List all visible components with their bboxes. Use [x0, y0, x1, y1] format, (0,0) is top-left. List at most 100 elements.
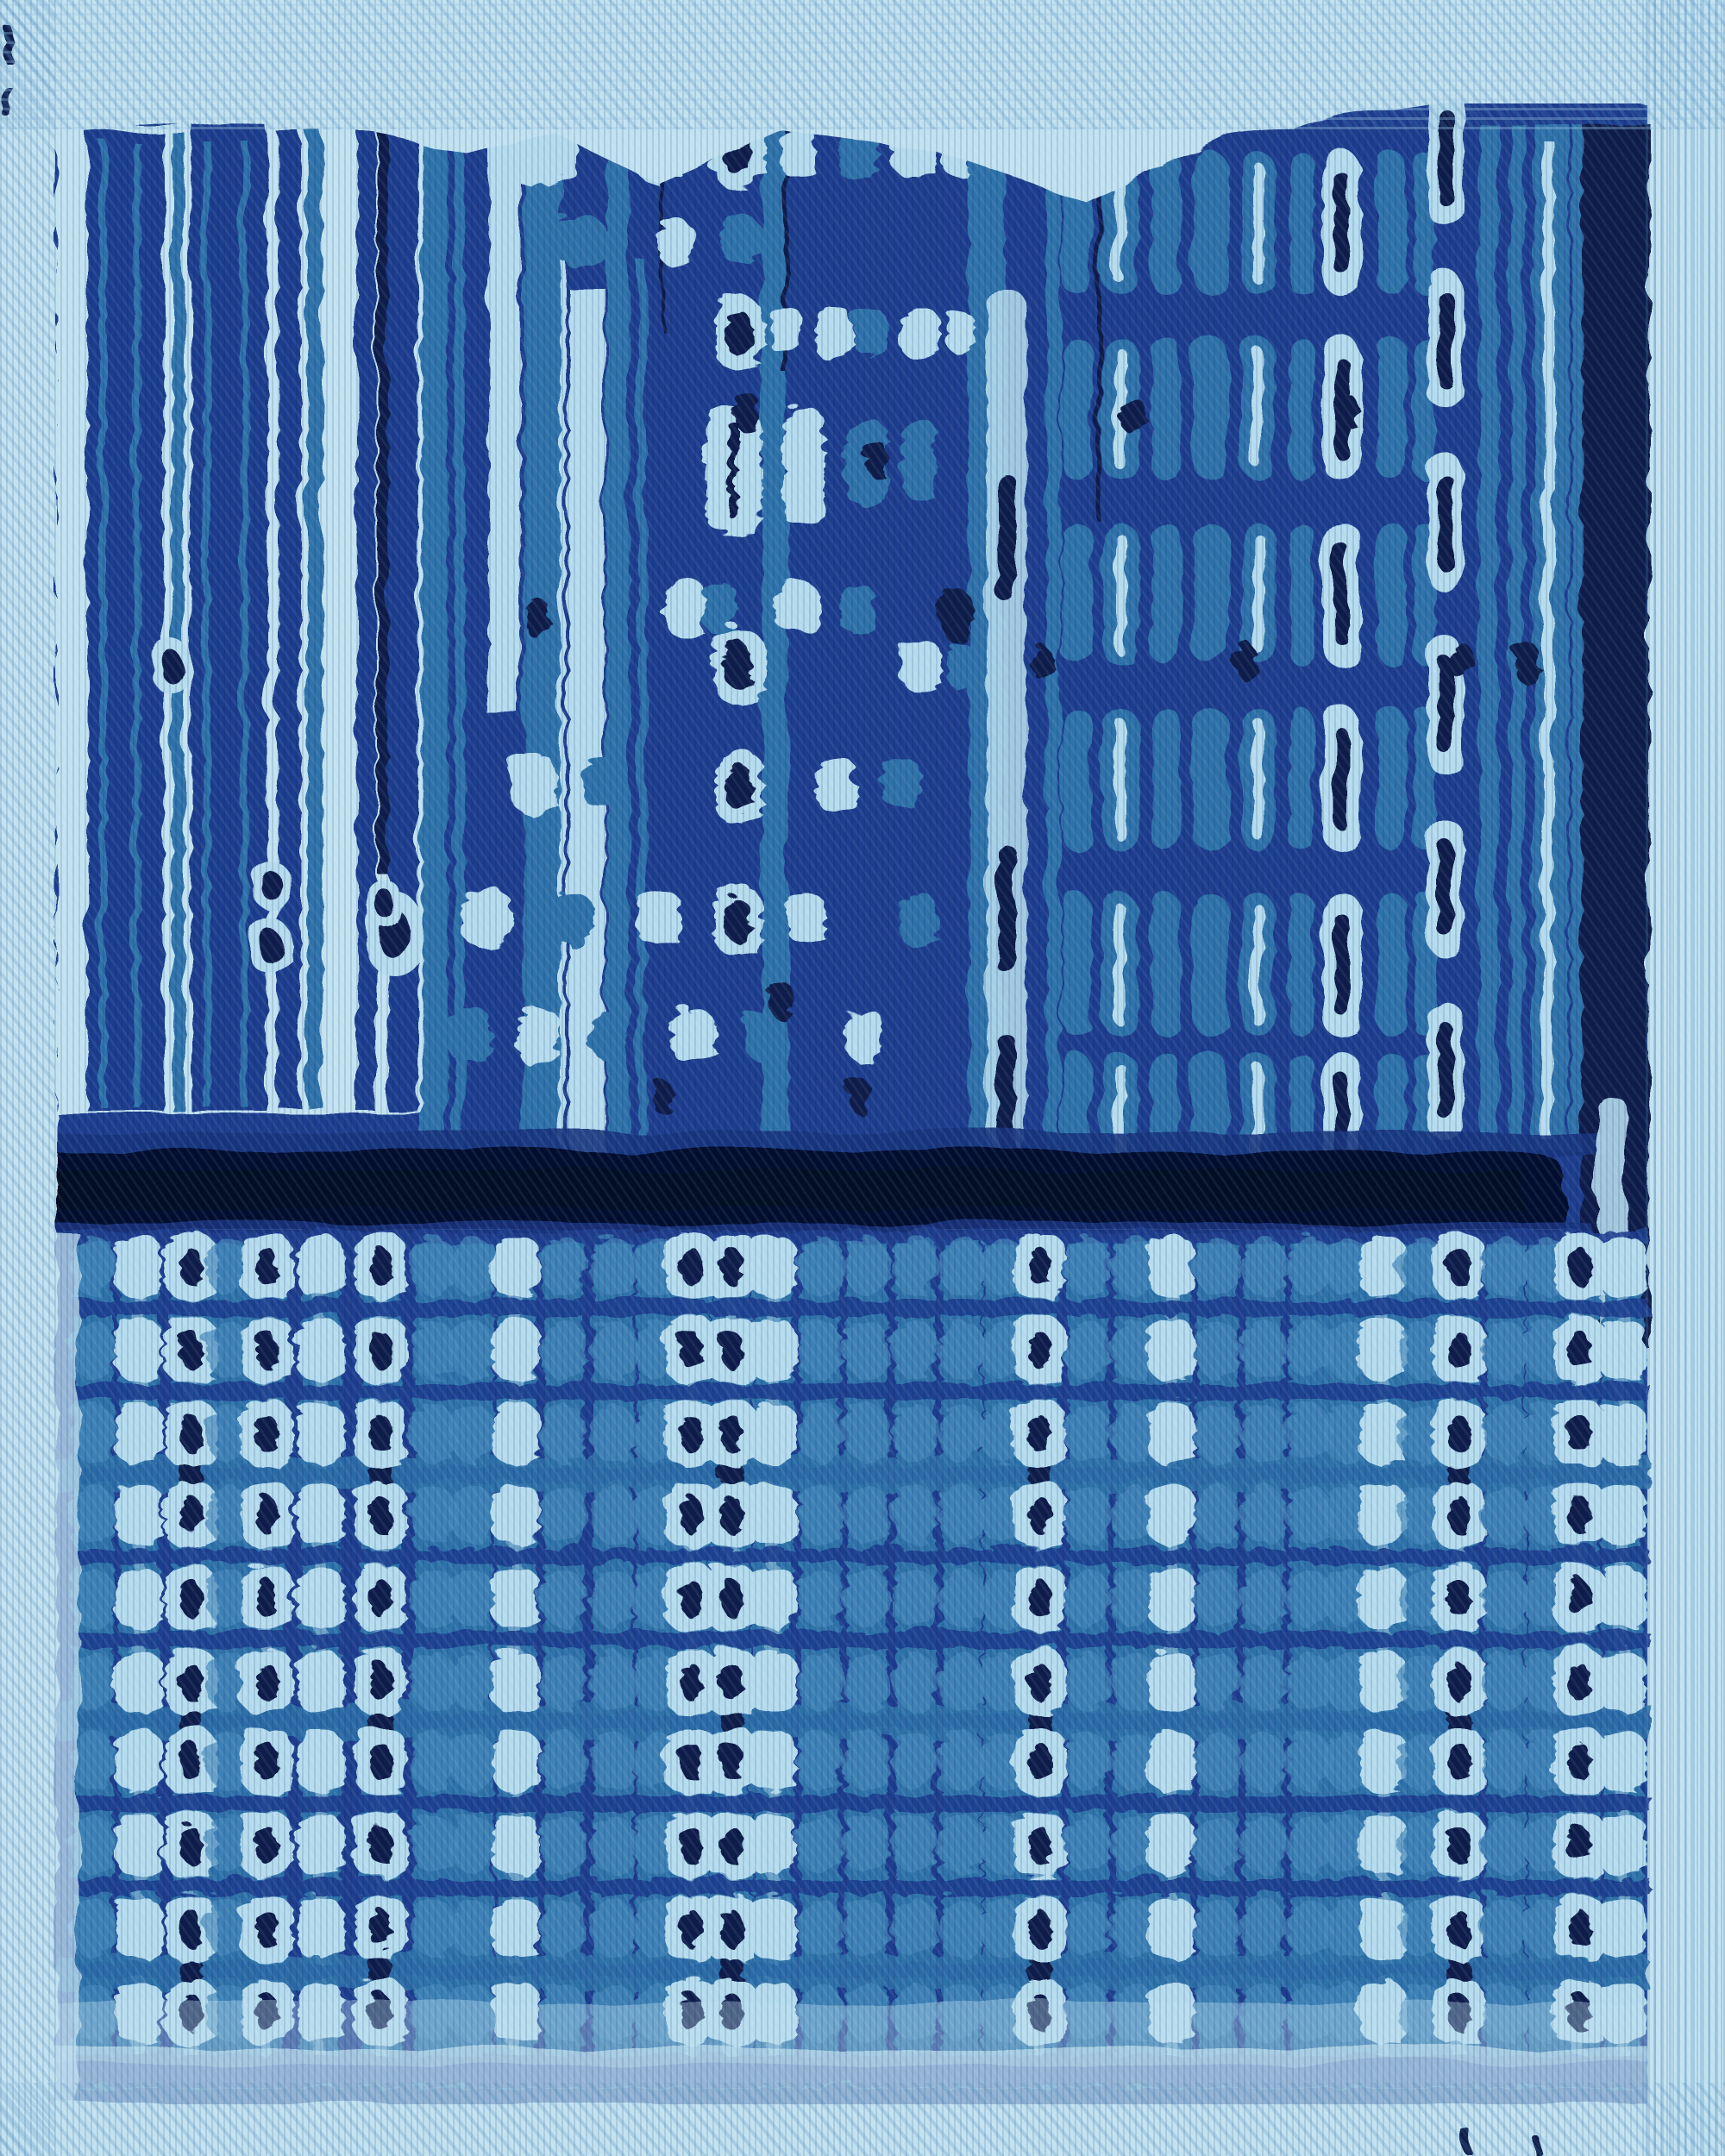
- blob: [894, 890, 934, 942]
- bead-light: [294, 1728, 341, 1789]
- bead-navy-core: [367, 1493, 389, 1531]
- bead-navy-core: [1565, 1739, 1588, 1777]
- bead-navy-core: [253, 1823, 275, 1861]
- bead-medium: [1283, 1729, 1330, 1788]
- bead-light: [294, 1812, 341, 1872]
- bead-medium: [1062, 1813, 1108, 1871]
- bead-medium: [841, 1234, 888, 1293]
- bead-light: [490, 1649, 536, 1709]
- row-separator: [53, 1381, 1647, 1397]
- bead-medium: [408, 1401, 455, 1460]
- blob: [587, 1006, 620, 1055]
- blob: [896, 635, 936, 686]
- capsule: [1148, 148, 1177, 291]
- bead-navy-core: [253, 1328, 275, 1366]
- bead-medium: [1238, 1318, 1284, 1376]
- bead-medium: [794, 1234, 841, 1293]
- barcode-bar: [374, 52, 385, 871]
- corner-mark: [1532, 2135, 1539, 2153]
- chain-slot: [1434, 1019, 1450, 1116]
- bead-navy-core: [1026, 1328, 1048, 1366]
- bead-medium: [67, 1566, 114, 1625]
- bead-medium: [936, 1650, 982, 1708]
- capsule: [1148, 705, 1177, 848]
- bead-navy-core: [1026, 1244, 1048, 1282]
- bead-medium: [203, 1234, 249, 1293]
- bead-medium: [1320, 1896, 1367, 1955]
- capsule: [1059, 334, 1088, 477]
- bead-medium: [1238, 1401, 1284, 1460]
- bead-medium: [1479, 1729, 1526, 1788]
- barcode-bead-core: [255, 926, 279, 961]
- bead-medium: [841, 1401, 888, 1460]
- bead-medium: [1283, 1482, 1330, 1541]
- bead-medium: [936, 1318, 982, 1376]
- bead-medium: [203, 1401, 249, 1460]
- chain-slot: [1434, 105, 1450, 202]
- bead-navy-core: [677, 1576, 699, 1614]
- capsule-light-streak: [1250, 900, 1260, 1023]
- bead-medium: [537, 1566, 584, 1625]
- bead-medium: [408, 1318, 455, 1376]
- navy-diamond: [1118, 392, 1142, 432]
- bead-light: [294, 1317, 341, 1377]
- barcode-bar: [304, 129, 319, 1104]
- bead-light: [747, 1233, 794, 1294]
- bead-medium: [67, 1401, 114, 1460]
- bead-light: [490, 1896, 536, 1956]
- lower-left-pale-strip: [53, 1230, 76, 2103]
- chain-column-slot: [994, 1031, 1012, 1160]
- bead-medium: [794, 1650, 841, 1708]
- chain-slot: [1434, 288, 1450, 385]
- capsule: [1374, 148, 1403, 291]
- bead-medium: [889, 1234, 936, 1293]
- bead-medium: [408, 1729, 455, 1788]
- capsule: [1286, 519, 1310, 662]
- capsule-light-streak: [1112, 530, 1122, 652]
- bead-light: [1145, 1812, 1192, 1872]
- blob: [768, 304, 799, 352]
- bead-navy-core: [1026, 1907, 1048, 1945]
- navy-diamond: [936, 585, 970, 640]
- bead-navy-core: [718, 1739, 740, 1777]
- bead-medium: [447, 1650, 493, 1708]
- chain-slot: [1332, 169, 1346, 271]
- bead-light: [490, 1728, 536, 1789]
- corner-mark: [0, 22, 9, 59]
- bead-medium: [889, 1813, 936, 1871]
- bead-medium: [203, 1813, 249, 1871]
- bead-medium: [794, 1566, 841, 1625]
- bead-light: [1145, 1565, 1192, 1626]
- bead-navy-core: [253, 1660, 275, 1698]
- bead-medium: [1320, 1566, 1367, 1625]
- bead-light: [1357, 1649, 1403, 1709]
- bead-light: [113, 1565, 160, 1626]
- blob: [634, 886, 677, 943]
- bead-medium: [1320, 1401, 1367, 1460]
- bead-navy-core: [367, 1244, 389, 1282]
- group-gap-band: [53, 1702, 1647, 1736]
- bead-medium: [1479, 1813, 1526, 1871]
- capsule: [1189, 519, 1226, 662]
- bead-navy-core: [177, 1493, 199, 1531]
- top-border-wave: [0, 0, 1725, 198]
- bead-medium: [1108, 1729, 1155, 1788]
- bead-navy-core: [1445, 1823, 1467, 1861]
- capsule: [1148, 890, 1177, 1033]
- bead-medium: [1320, 1234, 1367, 1293]
- bead-medium: [1283, 1813, 1330, 1871]
- bead-medium: [537, 1896, 584, 1955]
- bead-medium: [936, 1813, 982, 1871]
- bottom-fade-band: [53, 2046, 1647, 2104]
- bead-light: [490, 1565, 536, 1626]
- bead-light: [1145, 1401, 1192, 1461]
- blob: [811, 303, 849, 356]
- separator-core: [53, 1168, 1520, 1206]
- bead-navy-core: [677, 1660, 699, 1698]
- bead-medium: [889, 1566, 936, 1625]
- bead-light: [490, 1812, 536, 1872]
- bead-navy-core: [177, 1907, 199, 1945]
- bead-navy-core: [1026, 1739, 1048, 1777]
- bottom-border: [0, 2103, 1725, 2156]
